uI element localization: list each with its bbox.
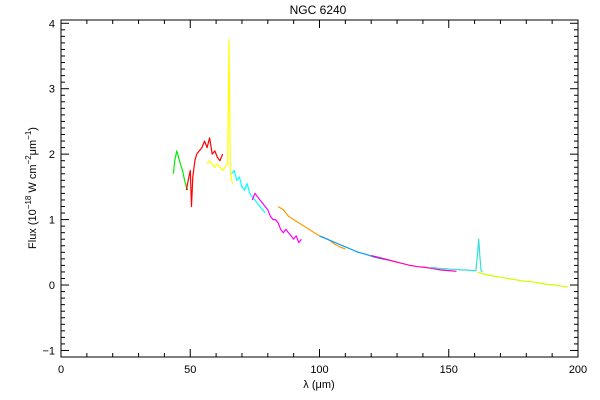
x-axis: 0 50 100 150 200 xyxy=(58,20,587,376)
series-line-5 xyxy=(251,192,302,244)
x-tick-label: 150 xyxy=(440,364,458,376)
x-tick-label: 0 xyxy=(58,364,64,376)
x-tick-label: 100 xyxy=(310,364,328,376)
y-axis: −1 0 1 2 3 4 xyxy=(42,18,578,357)
series-line-1 xyxy=(172,150,189,191)
x-axis-label-mu: μ xyxy=(316,379,322,391)
series-line-2 xyxy=(185,137,224,208)
chart-title: NGC 6240 xyxy=(290,3,347,17)
y-tick-label: 0 xyxy=(49,280,55,292)
y-tick-label: 2 xyxy=(49,149,55,161)
y-axis-label: Flux (10−18 W cm−2μm−1) xyxy=(24,127,39,249)
series-layer xyxy=(172,39,568,288)
x-axis-label: λ (μm) xyxy=(303,379,334,391)
y-axis-label-suffix: ) xyxy=(27,127,39,131)
series-line-10 xyxy=(477,271,568,288)
y-axis-label-exp-2: −2 xyxy=(24,155,33,165)
series-line-6 xyxy=(277,205,346,250)
x-tick-label: 200 xyxy=(569,364,587,376)
series-line-3 xyxy=(206,39,234,184)
y-tick-label: 1 xyxy=(49,215,55,227)
y-axis-label-exp-18: −18 xyxy=(24,195,33,209)
y-axis-label-units: W cm xyxy=(27,164,39,195)
y-axis-label-prefix: Flux (10 xyxy=(27,209,39,249)
plot-frame xyxy=(60,19,579,358)
x-axis-label-suffix: m) xyxy=(322,379,335,391)
x-tick-label: 50 xyxy=(184,364,196,376)
y-axis-label-exp-1: −1 xyxy=(24,130,33,140)
y-tick-label: 3 xyxy=(49,84,55,96)
series-line-7 xyxy=(319,235,390,261)
y-tick-label: 4 xyxy=(49,18,55,30)
x-axis-label-prefix: λ ( xyxy=(303,379,316,391)
y-axis-label-mu: μ xyxy=(27,149,39,155)
series-line-8 xyxy=(371,255,457,272)
series-line-4 xyxy=(231,169,266,214)
y-tick-label: −1 xyxy=(42,345,55,357)
series-line-9 xyxy=(430,238,483,273)
y-axis-label-m: m xyxy=(27,140,39,149)
